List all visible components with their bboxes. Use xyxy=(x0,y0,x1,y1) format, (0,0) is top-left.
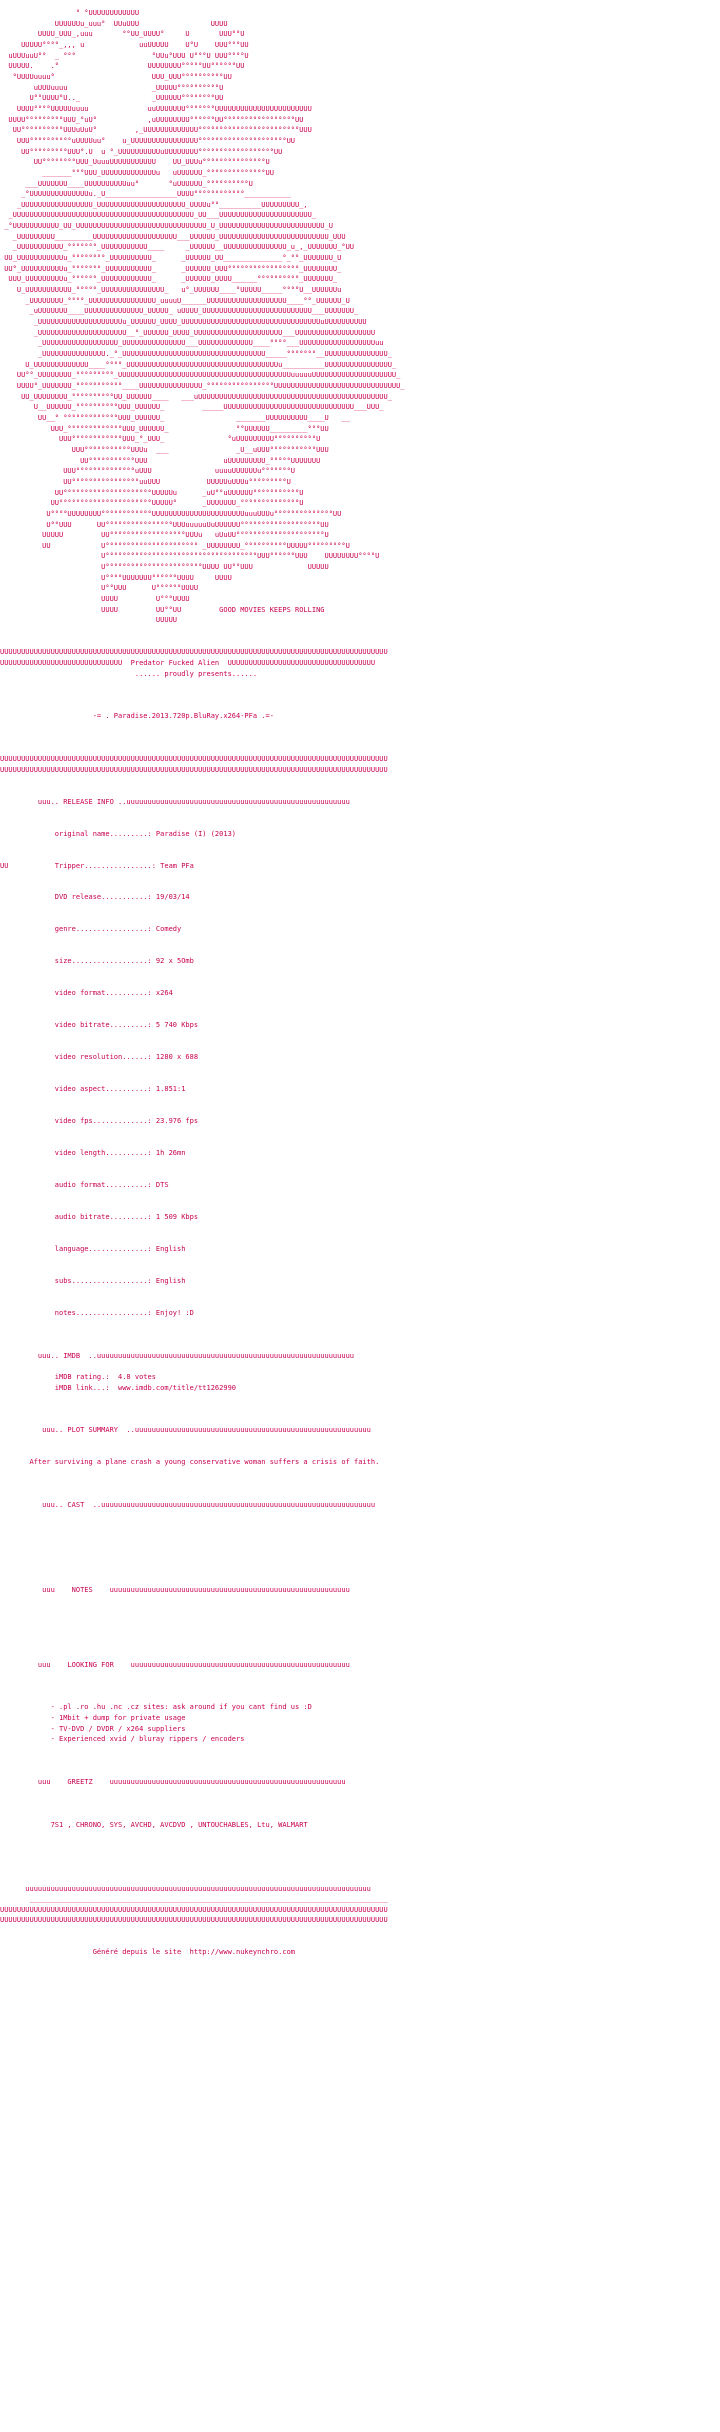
nfo-release-text: ° °UUUUUUUUUUUU UUUUUUu_uuu° UUuUUU UUUU… xyxy=(0,9,405,1957)
